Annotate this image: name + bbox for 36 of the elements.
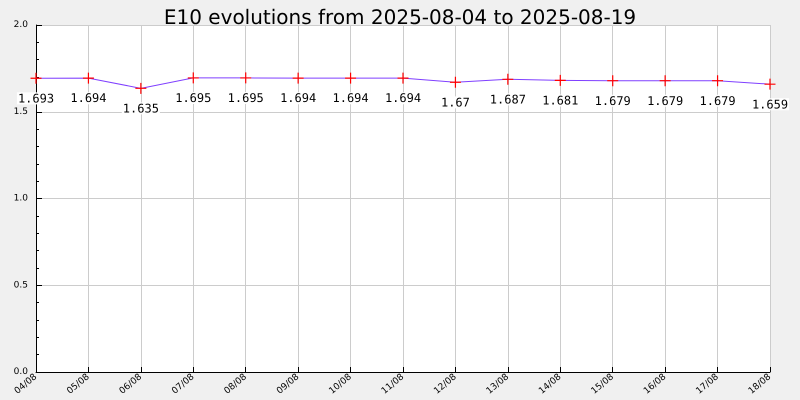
point [240,72,252,84]
data-label: 1.687 [490,92,526,106]
data-label: 1.679 [700,94,736,108]
point [502,73,514,86]
point [659,74,672,87]
y-tick-label: 1.5 [14,106,28,117]
data-label: 1.679 [594,94,631,108]
chart-title: E10 evolutions from 2025-08-04 to 2025-08-19 [164,5,636,29]
point [396,72,410,84]
point [187,72,200,84]
data-label: 1.635 [122,101,159,116]
y-tick-label: 1.0 [14,194,28,204]
data-label: 1.693 [18,91,54,106]
data-label: 1.695 [175,91,212,106]
point [82,72,95,84]
point [30,72,42,84]
y-tick-label: 2.0 [14,20,28,30]
point [711,74,724,87]
point [764,78,776,90]
data-label: 1.681 [542,93,578,108]
data-label: 1.659 [752,97,788,112]
data-label: 1.695 [228,91,264,106]
point [134,82,147,94]
data-label: 1.694 [70,91,106,106]
point [292,72,304,84]
data-label: 1.694 [280,91,316,106]
data-label: 1.694 [332,91,369,106]
point [554,74,566,86]
data-label: 1.679 [647,94,684,108]
point [449,76,462,88]
point [344,72,357,84]
data-label: 1.694 [384,91,422,106]
data-label: 1.67 [440,95,470,110]
point [606,74,619,87]
y-tick-label: 0.0 [14,367,28,377]
y-tick-label: 0.5 [14,280,28,290]
